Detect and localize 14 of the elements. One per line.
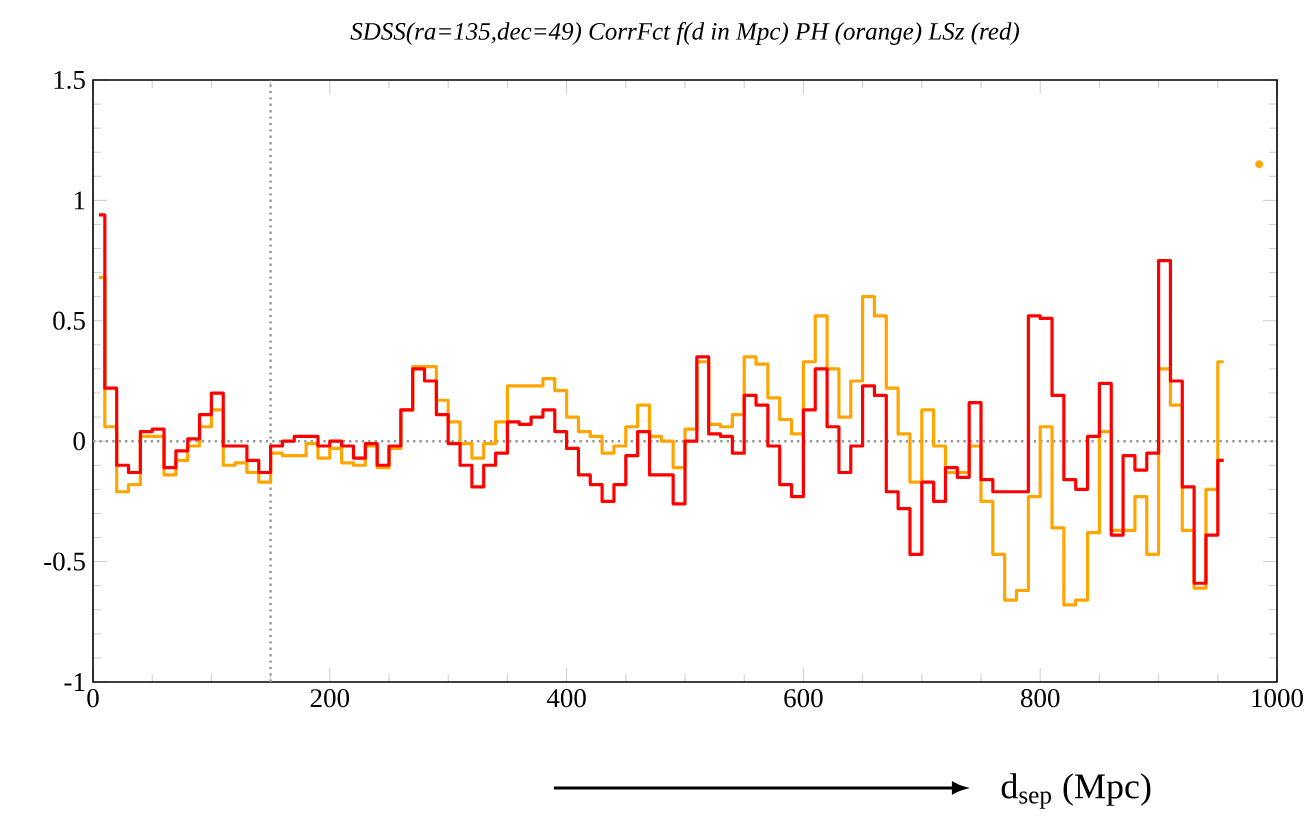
y-tick-label: 0.5 bbox=[53, 311, 85, 330]
x-tick-label: 600 bbox=[784, 689, 823, 708]
y-tick-label: 1 bbox=[74, 191, 85, 210]
x-tick-label: 200 bbox=[310, 689, 350, 708]
x-tick-label: 0 bbox=[87, 689, 99, 708]
x-tick-label: 1000 bbox=[1252, 689, 1303, 708]
y-tick-label: 0 bbox=[73, 432, 85, 451]
x-tick-label: 800 bbox=[1020, 689, 1060, 708]
y-tick-label: 1.5 bbox=[54, 70, 85, 90]
x-axis-title: d$_{sep}$ (Mpc) bbox=[1001, 773, 1151, 809]
chart-title: SDSS(ra=135,dec=49) CorrFct f(d in Mpc) PH (orange) LSz (red) bbox=[350, 22, 1019, 45]
y-tick-label: -1 bbox=[64, 673, 85, 691]
y-tick-label: -0.5 bbox=[44, 552, 85, 571]
x-tick-label: 400 bbox=[546, 689, 586, 708]
